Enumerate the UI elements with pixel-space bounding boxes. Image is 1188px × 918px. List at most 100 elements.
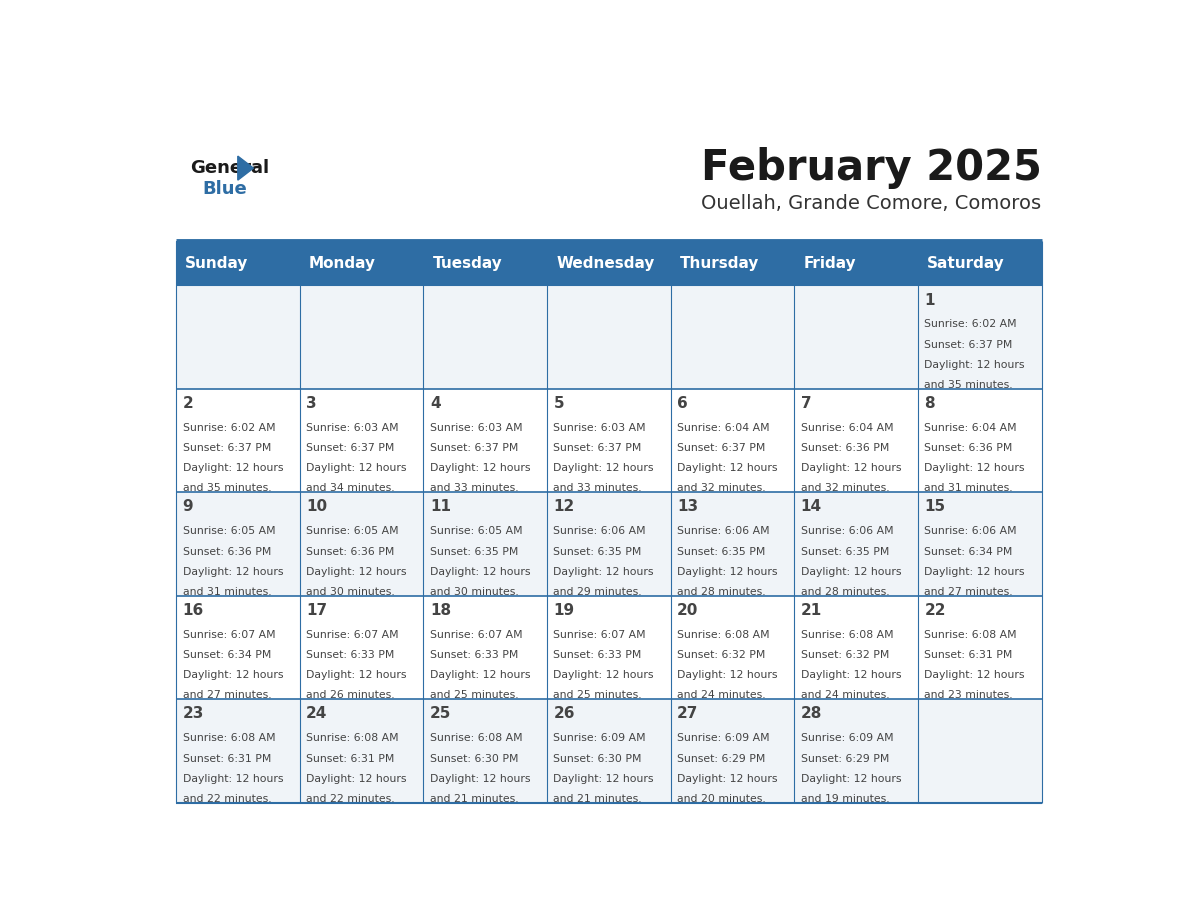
- Text: Sunrise: 6:08 AM: Sunrise: 6:08 AM: [307, 733, 399, 744]
- Text: and 30 minutes.: and 30 minutes.: [307, 587, 394, 597]
- Text: Sunrise: 6:06 AM: Sunrise: 6:06 AM: [554, 526, 646, 536]
- Text: Sunset: 6:37 PM: Sunset: 6:37 PM: [307, 443, 394, 453]
- Text: Wednesday: Wednesday: [556, 256, 655, 271]
- Bar: [176, 596, 1042, 700]
- Text: Daylight: 12 hours: Daylight: 12 hours: [801, 774, 902, 784]
- Text: 8: 8: [924, 396, 935, 411]
- Text: and 19 minutes.: and 19 minutes.: [801, 794, 890, 804]
- Text: 26: 26: [554, 707, 575, 722]
- Text: Daylight: 12 hours: Daylight: 12 hours: [307, 670, 406, 680]
- Text: and 25 minutes.: and 25 minutes.: [430, 690, 518, 700]
- Text: Sunrise: 6:08 AM: Sunrise: 6:08 AM: [677, 630, 770, 640]
- Text: 16: 16: [183, 603, 204, 618]
- Text: Sunrise: 6:05 AM: Sunrise: 6:05 AM: [307, 526, 399, 536]
- Text: 9: 9: [183, 499, 194, 514]
- Text: Daylight: 12 hours: Daylight: 12 hours: [801, 464, 902, 474]
- Text: Sunday: Sunday: [185, 256, 248, 271]
- Text: Sunrise: 6:04 AM: Sunrise: 6:04 AM: [924, 423, 1017, 433]
- Text: Daylight: 12 hours: Daylight: 12 hours: [307, 566, 406, 577]
- Text: 25: 25: [430, 707, 451, 722]
- Text: and 24 minutes.: and 24 minutes.: [801, 690, 890, 700]
- Text: Sunrise: 6:06 AM: Sunrise: 6:06 AM: [677, 526, 770, 536]
- Text: Sunset: 6:32 PM: Sunset: 6:32 PM: [801, 650, 889, 660]
- Text: and 32 minutes.: and 32 minutes.: [801, 484, 890, 493]
- Text: Sunrise: 6:02 AM: Sunrise: 6:02 AM: [183, 423, 276, 433]
- Text: 10: 10: [307, 499, 328, 514]
- Text: 23: 23: [183, 707, 204, 722]
- Text: and 31 minutes.: and 31 minutes.: [183, 587, 271, 597]
- Text: and 21 minutes.: and 21 minutes.: [554, 794, 642, 804]
- Text: Daylight: 12 hours: Daylight: 12 hours: [183, 670, 283, 680]
- Text: 19: 19: [554, 603, 575, 618]
- Text: Sunset: 6:29 PM: Sunset: 6:29 PM: [677, 754, 765, 764]
- Text: Friday: Friday: [803, 256, 857, 271]
- Text: 7: 7: [801, 396, 811, 411]
- Text: Sunset: 6:37 PM: Sunset: 6:37 PM: [430, 443, 518, 453]
- Text: Daylight: 12 hours: Daylight: 12 hours: [677, 464, 778, 474]
- Text: Sunset: 6:34 PM: Sunset: 6:34 PM: [183, 650, 271, 660]
- Text: Sunrise: 6:02 AM: Sunrise: 6:02 AM: [924, 319, 1017, 330]
- Text: Daylight: 12 hours: Daylight: 12 hours: [430, 670, 530, 680]
- Text: and 29 minutes.: and 29 minutes.: [554, 587, 642, 597]
- Text: and 26 minutes.: and 26 minutes.: [307, 690, 394, 700]
- Text: and 23 minutes.: and 23 minutes.: [924, 690, 1013, 700]
- Polygon shape: [238, 156, 253, 180]
- Text: General: General: [190, 159, 268, 177]
- Bar: [176, 285, 1042, 389]
- Text: Daylight: 12 hours: Daylight: 12 hours: [430, 774, 530, 784]
- Text: Daylight: 12 hours: Daylight: 12 hours: [677, 670, 778, 680]
- Text: Sunset: 6:32 PM: Sunset: 6:32 PM: [677, 650, 765, 660]
- Text: Sunrise: 6:05 AM: Sunrise: 6:05 AM: [430, 526, 523, 536]
- Text: and 35 minutes.: and 35 minutes.: [924, 380, 1013, 390]
- Text: Daylight: 12 hours: Daylight: 12 hours: [307, 774, 406, 784]
- Text: 17: 17: [307, 603, 328, 618]
- Text: Daylight: 12 hours: Daylight: 12 hours: [183, 774, 283, 784]
- Text: Sunset: 6:36 PM: Sunset: 6:36 PM: [801, 443, 889, 453]
- Text: 1: 1: [924, 293, 935, 308]
- Text: Sunrise: 6:09 AM: Sunrise: 6:09 AM: [801, 733, 893, 744]
- Text: 24: 24: [307, 707, 328, 722]
- Text: Sunrise: 6:09 AM: Sunrise: 6:09 AM: [677, 733, 770, 744]
- Text: and 33 minutes.: and 33 minutes.: [554, 484, 642, 493]
- Text: Sunset: 6:35 PM: Sunset: 6:35 PM: [801, 546, 889, 556]
- Text: and 28 minutes.: and 28 minutes.: [677, 587, 766, 597]
- Text: Daylight: 12 hours: Daylight: 12 hours: [183, 566, 283, 577]
- Text: 12: 12: [554, 499, 575, 514]
- Text: February 2025: February 2025: [701, 147, 1042, 189]
- Text: 28: 28: [801, 707, 822, 722]
- Text: Sunset: 6:37 PM: Sunset: 6:37 PM: [183, 443, 271, 453]
- Text: Thursday: Thursday: [680, 256, 759, 271]
- Text: Sunrise: 6:09 AM: Sunrise: 6:09 AM: [554, 733, 646, 744]
- Text: Sunset: 6:35 PM: Sunset: 6:35 PM: [677, 546, 765, 556]
- Text: Sunrise: 6:07 AM: Sunrise: 6:07 AM: [554, 630, 646, 640]
- Text: 2: 2: [183, 396, 194, 411]
- Text: Monday: Monday: [309, 256, 375, 271]
- Text: Saturday: Saturday: [927, 256, 1005, 271]
- Text: 3: 3: [307, 396, 317, 411]
- Bar: [176, 389, 1042, 492]
- Text: Sunrise: 6:04 AM: Sunrise: 6:04 AM: [677, 423, 770, 433]
- Text: 14: 14: [801, 499, 822, 514]
- Text: Daylight: 12 hours: Daylight: 12 hours: [554, 670, 653, 680]
- Text: Sunrise: 6:08 AM: Sunrise: 6:08 AM: [183, 733, 276, 744]
- Text: 27: 27: [677, 707, 699, 722]
- Text: Sunrise: 6:07 AM: Sunrise: 6:07 AM: [307, 630, 399, 640]
- Text: 13: 13: [677, 499, 699, 514]
- Text: Daylight: 12 hours: Daylight: 12 hours: [430, 464, 530, 474]
- Text: Daylight: 12 hours: Daylight: 12 hours: [183, 464, 283, 474]
- Text: 11: 11: [430, 499, 450, 514]
- Text: and 35 minutes.: and 35 minutes.: [183, 484, 271, 493]
- Text: Sunrise: 6:03 AM: Sunrise: 6:03 AM: [430, 423, 523, 433]
- Text: Daylight: 12 hours: Daylight: 12 hours: [430, 566, 530, 577]
- Text: Sunrise: 6:03 AM: Sunrise: 6:03 AM: [307, 423, 399, 433]
- Text: Sunset: 6:37 PM: Sunset: 6:37 PM: [924, 340, 1012, 350]
- Text: Daylight: 12 hours: Daylight: 12 hours: [924, 464, 1025, 474]
- Text: Sunrise: 6:05 AM: Sunrise: 6:05 AM: [183, 526, 276, 536]
- Text: and 33 minutes.: and 33 minutes.: [430, 484, 518, 493]
- Text: and 22 minutes.: and 22 minutes.: [183, 794, 271, 804]
- Bar: [176, 492, 1042, 596]
- Text: 21: 21: [801, 603, 822, 618]
- Text: 15: 15: [924, 499, 946, 514]
- Text: Daylight: 12 hours: Daylight: 12 hours: [677, 566, 778, 577]
- Text: Sunset: 6:31 PM: Sunset: 6:31 PM: [307, 754, 394, 764]
